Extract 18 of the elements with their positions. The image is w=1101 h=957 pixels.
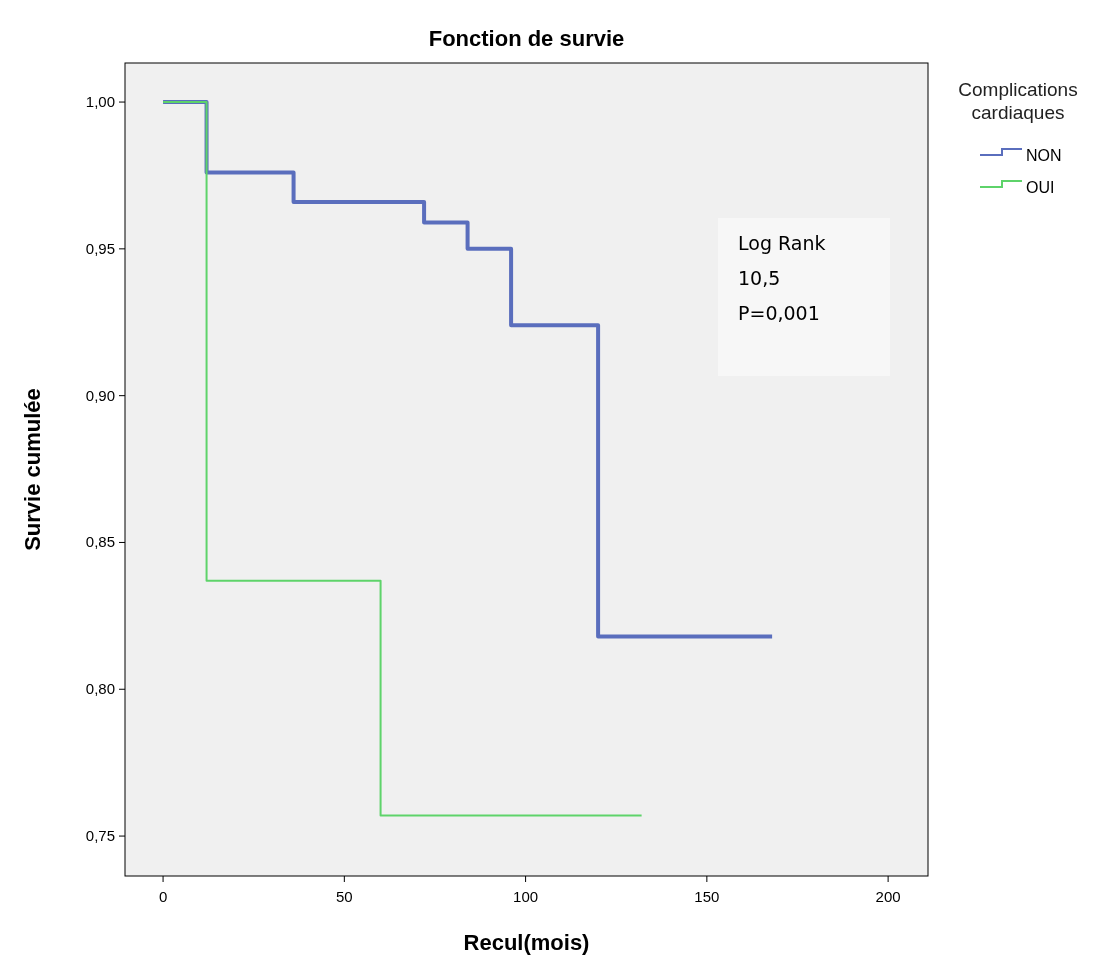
y-tick-label: 0,90	[85, 386, 115, 404]
x-tick-label: 100	[513, 888, 539, 905]
x-tick-label: 0	[158, 888, 168, 905]
annotation: Log Rank 10,5 P=0,001	[738, 232, 826, 324]
y-axis-title: Survie cumulée	[20, 388, 45, 551]
legend-title: Complications cardiaques	[958, 79, 1078, 123]
legend-label: OUI	[1026, 179, 1055, 196]
y-tick-label: 0,85	[85, 533, 115, 551]
y-tick-label: 0,75	[85, 827, 115, 845]
x-tick-label: 50	[335, 888, 353, 905]
chart-title: Fonction de survie	[428, 26, 625, 51]
y-tick-label: 0,80	[85, 680, 115, 698]
x-axis-title: Recul(mois)	[463, 930, 590, 955]
x-tick-label: 150	[694, 888, 720, 905]
y-tick-label: 0,95	[85, 239, 115, 257]
y-tick-label: 1,00	[85, 93, 115, 111]
legend-label: NON	[1026, 147, 1062, 164]
x-tick-label: 200	[875, 888, 901, 905]
